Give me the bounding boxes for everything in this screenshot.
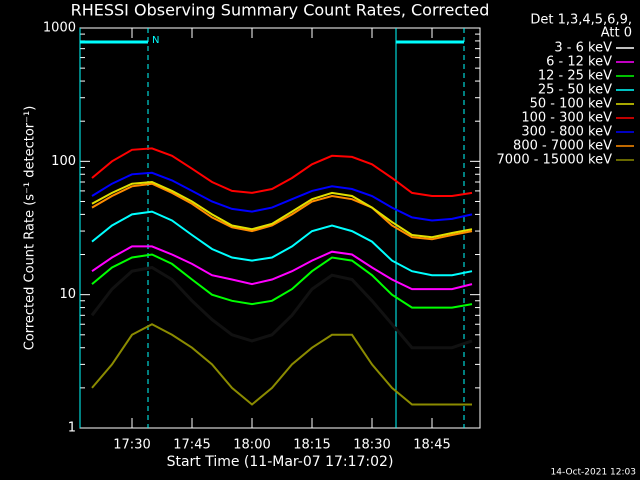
legend-label: 12 - 25 keV [538,69,612,84]
legend-header: Det 1,3,4,5,6,9, [530,13,632,28]
series-line [91,147,473,197]
x-axis-label: Start Time (11-Mar-07 17:17:02) [167,454,394,470]
x-tick-label: 18:15 [293,438,330,453]
y-tick-label: 10 [59,287,76,302]
series-line [91,182,473,241]
legend-label: 800 - 7000 keV [513,139,612,154]
series-line [91,323,472,406]
series-line [91,253,473,309]
legend-label: 6 - 12 keV [546,55,612,70]
series-line [91,180,473,239]
y-tick-label: 1000 [43,21,76,36]
legend-label: 7000 - 15000 keV [497,153,613,168]
legend-label: 50 - 100 keV [530,97,613,112]
legend-label: 100 - 300 keV [521,111,612,126]
legend-label: 25 - 50 keV [538,83,612,98]
y-tick-label: 1 [68,421,76,436]
interval-label: N [152,35,159,46]
x-tick-label: 17:45 [173,438,210,453]
legend-header: Att 0 [601,26,632,41]
footer: 14-Oct-2021 12:03 [551,468,636,478]
x-tick-label: 18:45 [413,438,450,453]
chart-title: RHESSI Observing Summary Count Rates, Co… [71,1,490,20]
y-tick-label: 100 [51,154,76,169]
y-axis-label: Corrected Count Rate (s⁻¹ detector⁻¹) [23,106,38,351]
legend-label: 3 - 6 keV [554,41,612,56]
x-tick-label: 18:00 [233,438,270,453]
series-line [91,171,473,222]
x-tick-label: 18:30 [353,438,390,453]
series-line [91,245,473,291]
series-line [90,265,473,350]
x-tick-label: 17:30 [113,438,150,453]
plot-frame [79,27,481,429]
legend-label: 300 - 800 keV [521,125,612,140]
series-line [91,210,473,277]
